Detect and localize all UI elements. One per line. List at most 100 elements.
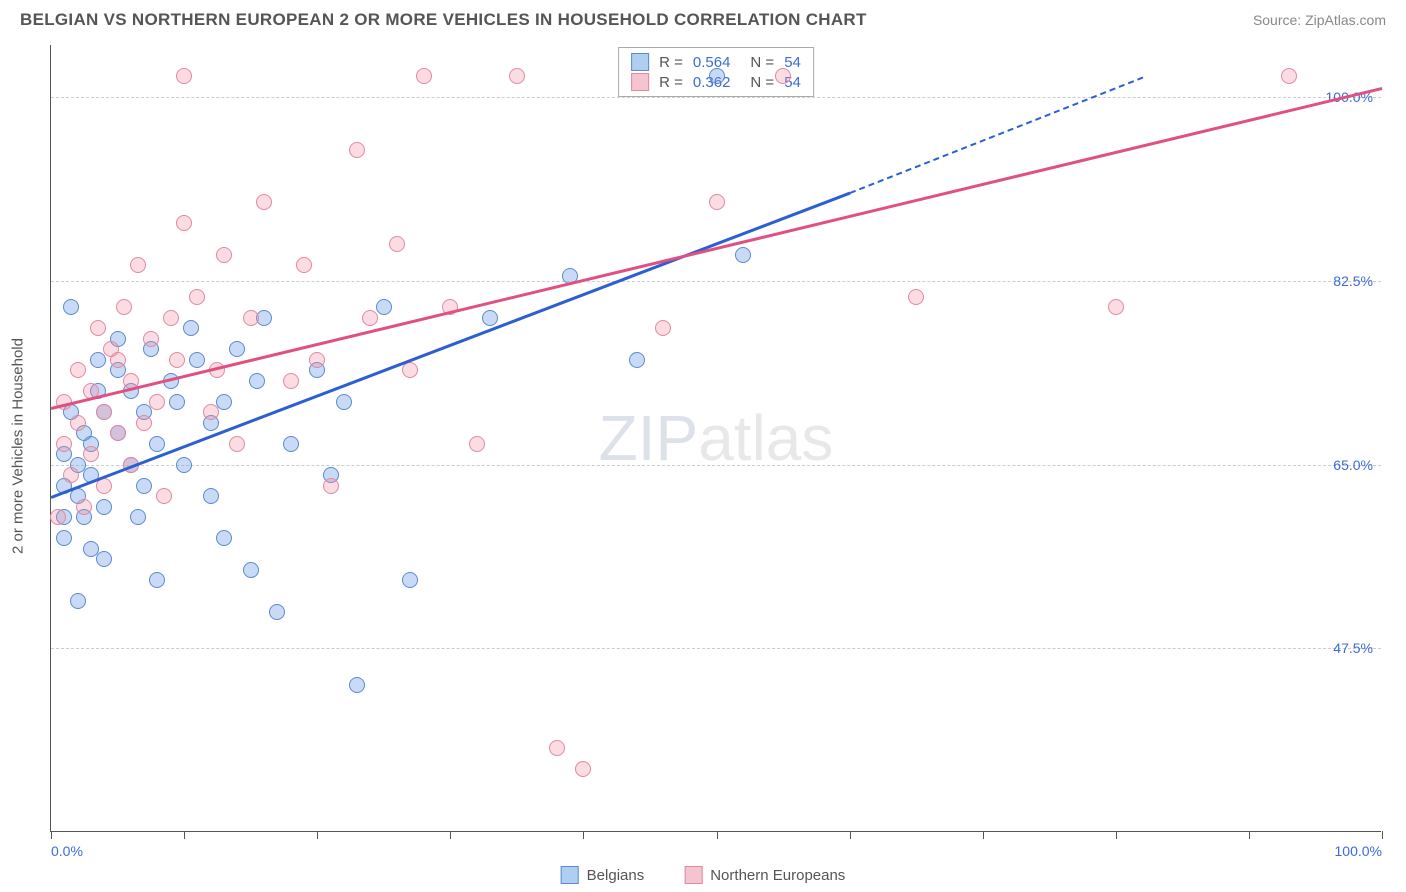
- watermark-part2: atlas: [698, 402, 833, 474]
- n-label: N =: [750, 54, 774, 71]
- gridline: [51, 281, 1381, 282]
- data-point: [96, 551, 112, 567]
- data-point: [70, 415, 86, 431]
- x-tick: [1382, 831, 1383, 839]
- data-point: [216, 394, 232, 410]
- data-point: [229, 341, 245, 357]
- source-attribution: Source: ZipAtlas.com: [1253, 12, 1386, 28]
- chart-title: BELGIAN VS NORTHERN EUROPEAN 2 OR MORE V…: [20, 10, 867, 30]
- data-point: [90, 320, 106, 336]
- data-point: [63, 299, 79, 315]
- data-point: [50, 509, 66, 525]
- legend-item: Belgians: [561, 866, 645, 884]
- x-tick: [51, 831, 52, 839]
- data-point: [296, 257, 312, 273]
- trend-line: [51, 192, 850, 499]
- y-tick-label: 65.0%: [1333, 457, 1373, 473]
- data-point: [1281, 68, 1297, 84]
- data-point: [323, 478, 339, 494]
- data-point: [349, 677, 365, 693]
- series-legend: Belgians Northern Europeans: [561, 866, 846, 884]
- data-point: [156, 488, 172, 504]
- data-point: [116, 299, 132, 315]
- data-point: [336, 394, 352, 410]
- legend-swatch: [684, 866, 702, 884]
- data-point: [130, 257, 146, 273]
- trend-line: [849, 77, 1143, 194]
- data-point: [136, 478, 152, 494]
- data-point: [416, 68, 432, 84]
- data-point: [256, 194, 272, 210]
- x-tick: [184, 831, 185, 839]
- gridline: [51, 648, 1381, 649]
- x-tick-label: 100.0%: [1335, 843, 1382, 859]
- data-point: [96, 404, 112, 420]
- data-point: [143, 331, 159, 347]
- x-tick: [1249, 831, 1250, 839]
- x-tick: [1116, 831, 1117, 839]
- data-point: [176, 457, 192, 473]
- data-point: [243, 310, 259, 326]
- data-point: [249, 373, 265, 389]
- y-tick-label: 47.5%: [1333, 640, 1373, 656]
- n-value: 54: [784, 54, 801, 71]
- data-point: [149, 572, 165, 588]
- data-point: [176, 215, 192, 231]
- scatter-chart: ZIPatlas R = 0.564N = 54R = 0.362N = 54 …: [50, 45, 1381, 832]
- x-tick: [717, 831, 718, 839]
- x-tick: [983, 831, 984, 839]
- data-point: [402, 362, 418, 378]
- data-point: [243, 562, 259, 578]
- data-point: [469, 436, 485, 452]
- x-tick: [850, 831, 851, 839]
- r-label: R =: [659, 74, 683, 91]
- data-point: [482, 310, 498, 326]
- r-value: 0.564: [693, 54, 731, 71]
- data-point: [269, 604, 285, 620]
- data-point: [575, 761, 591, 777]
- data-point: [149, 436, 165, 452]
- data-point: [70, 593, 86, 609]
- n-label: N =: [750, 74, 774, 91]
- legend-swatch: [631, 53, 649, 71]
- data-point: [908, 289, 924, 305]
- data-point: [176, 68, 192, 84]
- data-point: [169, 394, 185, 410]
- gridline: [51, 97, 1381, 98]
- data-point: [775, 68, 791, 84]
- data-point: [509, 68, 525, 84]
- legend-item: Northern Europeans: [684, 866, 845, 884]
- data-point: [56, 530, 72, 546]
- data-point: [183, 320, 199, 336]
- data-point: [655, 320, 671, 336]
- data-point: [90, 352, 106, 368]
- data-point: [83, 446, 99, 462]
- y-tick-label: 82.5%: [1333, 273, 1373, 289]
- data-point: [76, 499, 92, 515]
- x-tick: [583, 831, 584, 839]
- data-point: [189, 289, 205, 305]
- data-point: [362, 310, 378, 326]
- data-point: [1108, 299, 1124, 315]
- data-point: [549, 740, 565, 756]
- data-point: [283, 373, 299, 389]
- data-point: [735, 247, 751, 263]
- data-point: [110, 425, 126, 441]
- data-point: [216, 530, 232, 546]
- x-tick-label: 0.0%: [51, 843, 83, 859]
- r-label: R =: [659, 54, 683, 71]
- data-point: [110, 352, 126, 368]
- data-point: [402, 572, 418, 588]
- y-axis-label: 2 or more Vehicles in Household: [10, 338, 27, 554]
- data-point: [136, 415, 152, 431]
- data-point: [389, 236, 405, 252]
- data-point: [163, 310, 179, 326]
- legend-label: Belgians: [587, 867, 645, 884]
- data-point: [376, 299, 392, 315]
- data-point: [169, 352, 185, 368]
- data-point: [130, 509, 146, 525]
- data-point: [149, 394, 165, 410]
- gridline: [51, 465, 1381, 466]
- data-point: [63, 467, 79, 483]
- data-point: [203, 488, 219, 504]
